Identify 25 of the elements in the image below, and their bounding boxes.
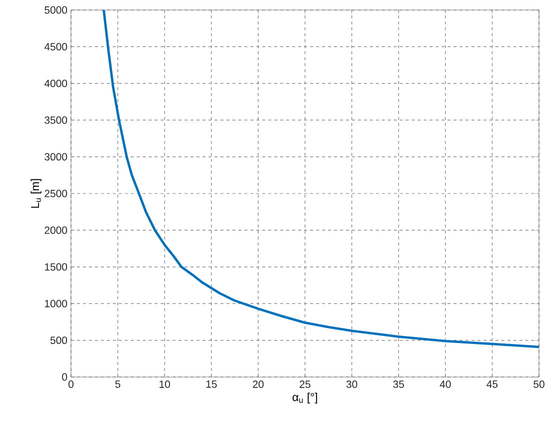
y-tick-label: 500 <box>50 336 68 344</box>
x-tick-label: 0 <box>68 380 74 388</box>
y-tick-label: 1500 <box>45 263 68 271</box>
y-tick-label: 4000 <box>44 80 68 88</box>
y-tick-label: 4500 <box>44 43 68 50</box>
y-tick-label: 2500 <box>44 190 68 198</box>
y-tick-label: 1000 <box>45 300 68 308</box>
x-tick-label: 40 <box>440 380 451 388</box>
x-tick-label: 45 <box>486 380 498 388</box>
x-tick-label: 10 <box>160 380 170 388</box>
x-tick-label: 5 <box>115 380 120 388</box>
x-tick-label: 30 <box>346 380 358 388</box>
y-tick-label: 0 <box>62 373 68 381</box>
x-tick-label: 15 <box>206 380 217 388</box>
y-tick-label: 3500 <box>44 116 68 124</box>
y-tick-label: 3000 <box>44 153 68 161</box>
y-tick-label: 2000 <box>44 226 68 234</box>
x-tick-label: 50 <box>534 380 544 388</box>
y-tick-label: 5000 <box>44 6 68 14</box>
x-tick-label: 25 <box>300 380 310 388</box>
x-tick-label: 20 <box>252 380 264 388</box>
x-tick-label: 35 <box>393 380 404 388</box>
y-axis-title: L$_{u}$ [m] <box>30 179 42 208</box>
line-series <box>102 10 539 348</box>
x-axis-title: α$_{u}$ [°] <box>292 392 318 404</box>
